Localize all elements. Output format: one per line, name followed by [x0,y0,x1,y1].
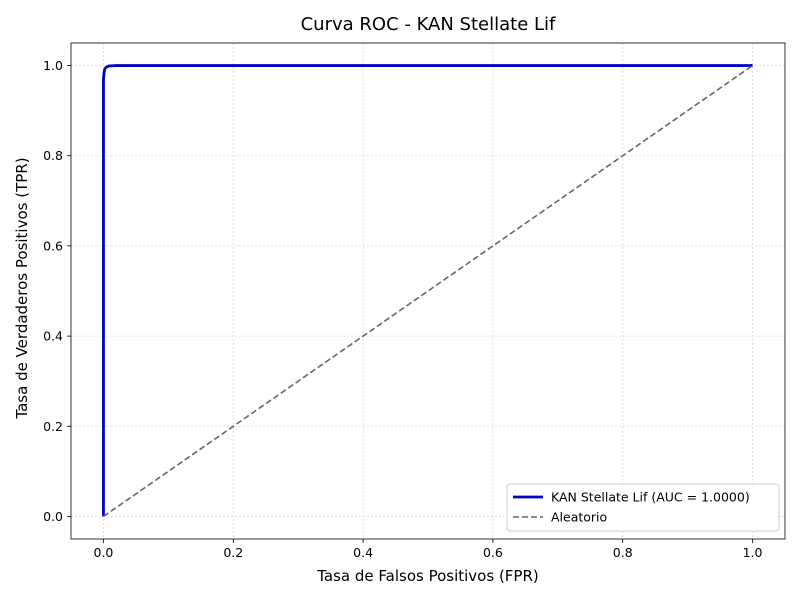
x-tick-label: 1.0 [743,545,763,560]
y-tick-label: 1.0 [43,58,63,73]
random-baseline-line [102,64,754,518]
x-tick-label: 0.4 [353,545,373,560]
legend-label: KAN Stellate Lif (AUC = 1.0000) [551,490,750,505]
y-axis-label: Tasa de Verdaderos Positivos (TPR) [13,157,31,419]
legend-box [506,483,780,532]
y-tick-label: 0.0 [43,509,63,524]
y-tick-label: 0.2 [43,419,63,434]
roc-curve-line [102,64,753,517]
legend: KAN Stellate Lif (AUC = 1.0000) Aleatorio [506,483,780,532]
plot-series [102,64,754,518]
y-tick-label: 0.4 [43,329,63,344]
chart-title: Curva ROC - KAN Stellate Lif [301,14,556,35]
y-tick-label: 0.8 [43,148,63,163]
y-tick-label: 0.6 [43,238,63,253]
x-axis-label: Tasa de Falsos Positivos (FPR) [316,567,539,585]
x-tick-label: 0.8 [613,545,633,560]
x-tick-label: 0.0 [94,545,114,560]
x-tick-label: 0.6 [483,545,503,560]
plot-frame [70,42,786,540]
legend-label: Aleatorio [551,510,607,525]
x-tick-label: 0.2 [223,545,243,560]
axis-ticks: 0.0 0.2 0.4 0.6 0.8 1.0 0.0 0.2 0.4 0.6 0.8 1.0 [43,58,762,560]
